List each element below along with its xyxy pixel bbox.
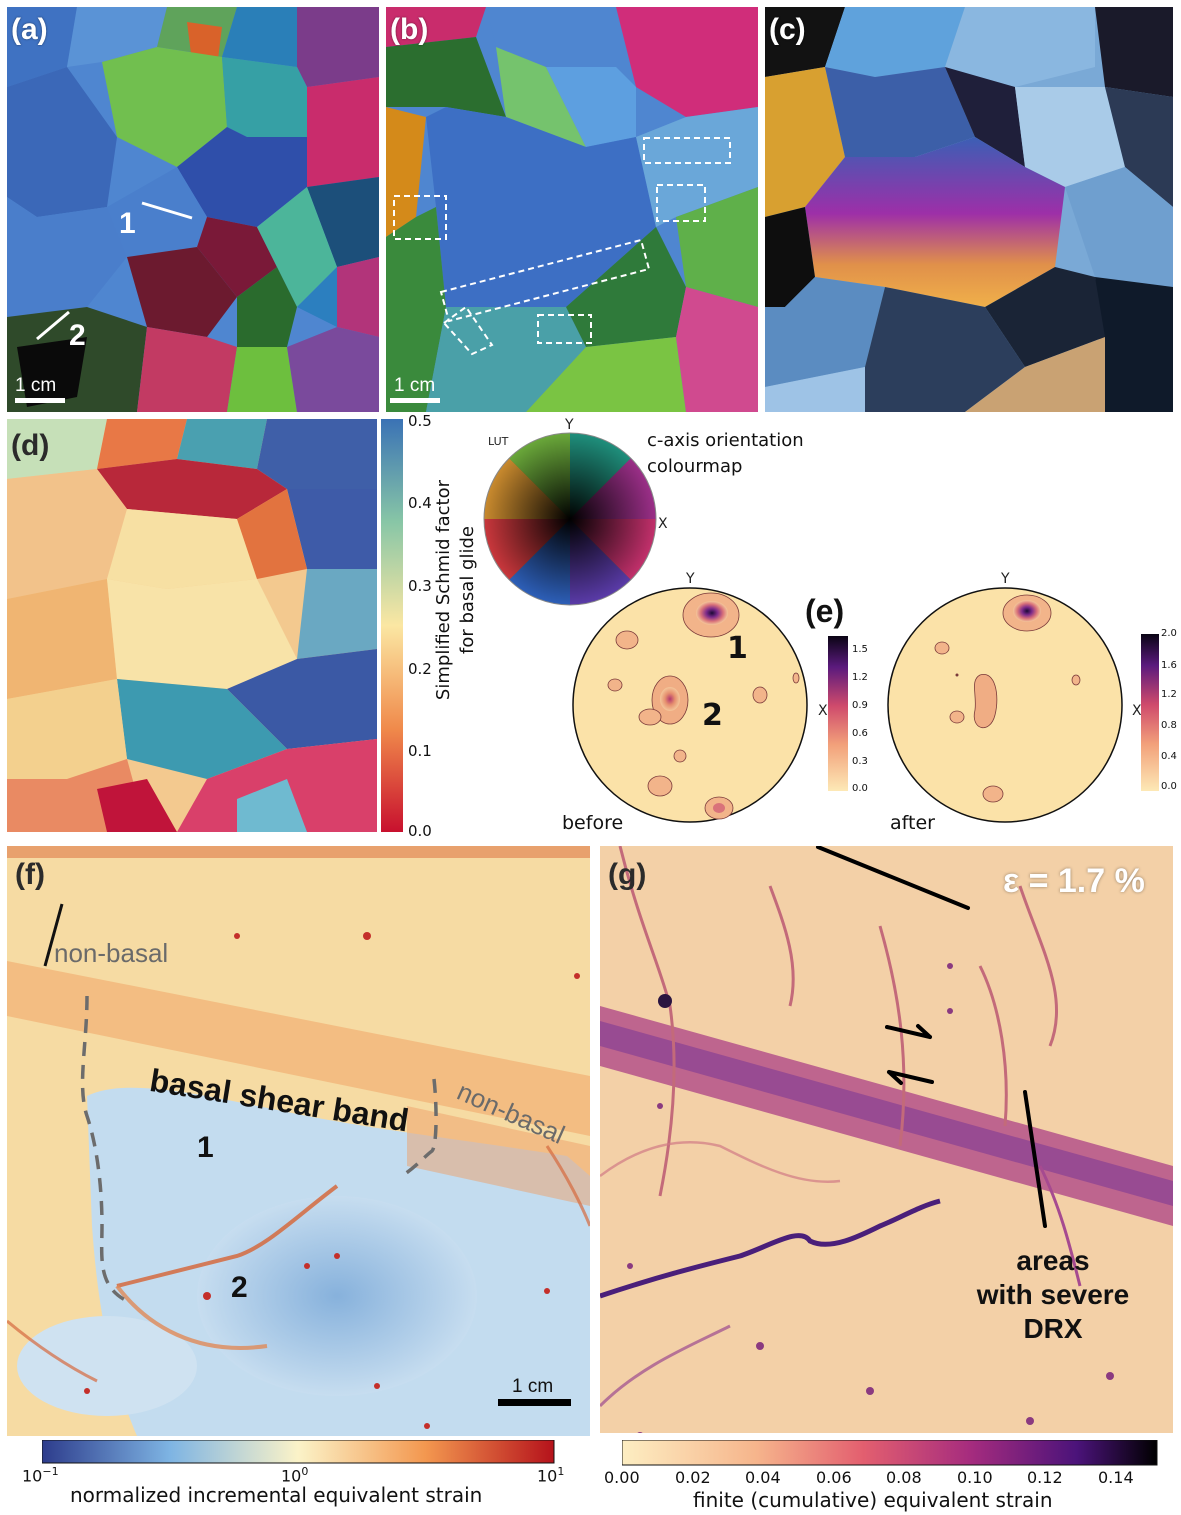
panel-b-orientation-map: (b) 1 cm — [386, 7, 758, 412]
after-tick-0.8: 0.8 — [1161, 720, 1177, 731]
panel-g-label: (g) — [608, 858, 647, 891]
lut-x-label: X — [658, 516, 668, 532]
panel-g-drx-annotation: areas with severe DRX — [976, 1245, 1130, 1344]
panel-d-tick-0.5: 0.5 — [408, 412, 432, 430]
panel-f-scale-label: 1 cm — [512, 1376, 554, 1397]
panel-a-marker-1: 1 — [119, 207, 136, 240]
panel-b-highlight-boxes — [393, 137, 731, 356]
before-colorbar — [828, 636, 848, 791]
before-marker-1: 1 — [727, 631, 748, 666]
after-colorbar — [1141, 634, 1159, 791]
panel-a-trace-lines — [36, 201, 193, 341]
panel-f-colorbar — [42, 1440, 555, 1464]
panel-d-tick-0.3: 0.3 — [408, 577, 432, 595]
lut-tag: LUT — [488, 435, 509, 448]
after-caption: after — [890, 812, 935, 834]
panel-d-colorbar — [381, 419, 403, 832]
panel-f-colorbar-label: normalized incremental equivalent strain — [70, 1483, 483, 1507]
panel-f-non-basal-upper: non-basal — [54, 938, 169, 968]
panel-e-label: (e) — [805, 593, 845, 629]
panel-g-colorbar-label: finite (cumulative) equivalent strain — [693, 1488, 1053, 1512]
panel-a-scale-bar — [15, 398, 65, 403]
panel-b-scale-bar — [390, 398, 440, 403]
lut-caption: c-axis orientation colourmap — [647, 430, 804, 477]
after-tick-0.0: 0.0 — [1161, 781, 1177, 792]
panel-c-label: (c) — [769, 13, 806, 46]
panel-g-tick-0.08: 0.08 — [886, 1468, 922, 1487]
panel-f-incremental-strain-map: (f) non-basal basal shear band non-basal… — [7, 846, 590, 1436]
before-x-label: X — [818, 703, 828, 719]
panel-g-colorbar — [622, 1440, 1158, 1466]
after-tick-1.6: 1.6 — [1161, 660, 1177, 671]
panel-f-marker-2: 2 — [231, 1271, 248, 1304]
panel-f-tick-mid: 100 — [281, 1465, 309, 1486]
panel-a-marker-2: 2 — [69, 319, 86, 352]
panel-b-label: (b) — [390, 13, 429, 46]
before-tick-1.2: 1.2 — [852, 672, 868, 683]
panel-d-tick-0.4: 0.4 — [408, 494, 432, 512]
panel-d-tick-0.2: 0.2 — [408, 660, 432, 678]
panel-b-scale-label: 1 cm — [394, 375, 436, 396]
panel-f-map-image — [7, 846, 590, 1436]
panel-f-scale-bar — [498, 1399, 571, 1406]
panel-g-tick-0.06: 0.06 — [816, 1468, 852, 1487]
panel-d-tick-0.1: 0.1 — [408, 742, 432, 760]
panel-g-tick-0.02: 0.02 — [675, 1468, 711, 1487]
before-tick-0.0: 0.0 — [852, 783, 868, 794]
panel-g-tick-0.10: 0.10 — [957, 1468, 993, 1487]
before-tick-0.3: 0.3 — [852, 756, 868, 767]
after-x-label: X — [1132, 703, 1142, 719]
panel-d-label: (d) — [11, 429, 50, 462]
panel-g-tick-0.04: 0.04 — [745, 1468, 781, 1487]
panel-a-grain-map — [7, 7, 379, 412]
before-tick-0.9: 0.9 — [852, 700, 868, 711]
after-y-label: Y — [1000, 571, 1010, 587]
lut-y-label: Y — [564, 418, 574, 433]
panel-g-tick-0.14: 0.14 — [1098, 1468, 1134, 1487]
lut-colour-wheel: LUT Y X — [483, 418, 668, 606]
panel-g-tick-0.12: 0.12 — [1027, 1468, 1063, 1487]
before-marker-2: 2 — [702, 698, 723, 733]
after-tick-1.2: 1.2 — [1161, 689, 1177, 700]
panel-f-tick-low: 10−1 — [22, 1465, 59, 1486]
panel-f-label: (f) — [15, 858, 45, 891]
panel-c-crossed-polarized-image: (c) — [765, 7, 1173, 412]
panel-a-label: (a) — [11, 13, 48, 46]
pole-figure-before: Y X 1 2 — [572, 571, 828, 823]
panel-d-tick-0.0: 0.0 — [408, 822, 432, 840]
panel-g-strain-value: ε = 1.7 % — [1003, 862, 1145, 900]
after-tick-2.0: 2.0 — [1161, 628, 1177, 639]
before-tick-0.6: 0.6 — [852, 728, 868, 739]
panel-g-finite-strain-map: (g) ε = 1.7 % areas with severe DRX — [600, 846, 1173, 1433]
panel-f-tick-high: 101 — [537, 1465, 565, 1486]
panel-d-schmid-map: (d) — [7, 419, 377, 832]
pole-figure-after: Y X — [887, 571, 1142, 823]
panel-d-map-image — [7, 419, 377, 832]
panel-b-grain-map — [386, 7, 758, 412]
panel-f-marker-1: 1 — [197, 1131, 214, 1164]
panel-a-orientation-map: (a) 1 2 1 cm — [7, 7, 379, 412]
panel-c-photo — [765, 7, 1173, 412]
panel-g-tick-0.00: 0.00 — [604, 1468, 640, 1487]
panel-a-scale-label: 1 cm — [15, 375, 57, 396]
before-y-label: Y — [685, 571, 695, 587]
before-caption: before — [562, 812, 624, 834]
after-tick-0.4: 0.4 — [1161, 751, 1177, 762]
before-tick-1.5: 1.5 — [852, 644, 868, 655]
panel-g-map-image — [600, 846, 1173, 1433]
